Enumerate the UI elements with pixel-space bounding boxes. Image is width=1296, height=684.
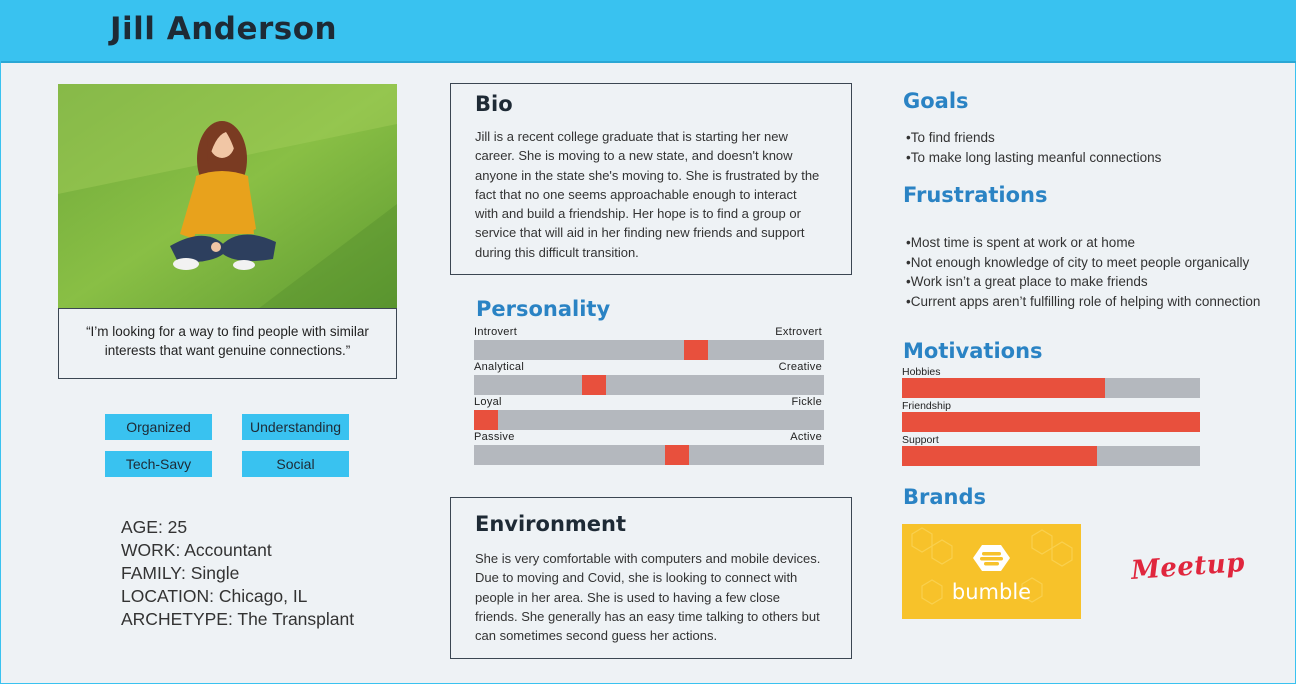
trait-marker: [664, 445, 689, 465]
goal-item: To make long lasting meanful connections: [906, 148, 1162, 168]
motivation-bar-support: [902, 446, 1200, 466]
honeycomb-pattern: [911, 527, 1073, 605]
quote-line-2: interests that want genuine connections.…: [104, 343, 351, 358]
trait-slider-analytical-creative: [474, 375, 824, 395]
trait-tag-social: Social: [242, 451, 349, 477]
frustration-item: Current apps aren’t fulfilling role of h…: [906, 292, 1261, 312]
trait-slider-passive-active: [474, 445, 824, 465]
bio-line: Jill is a recent college graduate that i…: [475, 129, 788, 144]
environment-box: Environment She is very comfortable with…: [450, 497, 852, 659]
environment-line: friends. She generally has an easy time …: [475, 608, 820, 624]
frustrations-title: Frustrations: [903, 183, 1048, 207]
persona-facts: AGE: 25 WORK: Accountant FAMILY: Single …: [121, 516, 354, 631]
bio-line: service that will aid in her finding new…: [475, 225, 805, 241]
motivation-bar-friendship: [902, 412, 1200, 432]
motivation-label: Support: [902, 434, 939, 446]
fact-work: WORK: Accountant: [121, 540, 272, 560]
brands-title: Brands: [903, 485, 987, 509]
trait-right-label: Fickle: [791, 396, 822, 408]
motivation-label: Friendship: [902, 400, 952, 412]
motivation-label: Hobbies: [902, 366, 941, 378]
environment-text: She is very comfortable with computers a…: [475, 549, 851, 645]
bumble-wordmark: bumble: [951, 580, 1032, 604]
bio-title: Bio: [475, 92, 513, 116]
motivation-fill: [902, 446, 1098, 466]
motivation-fill: [902, 378, 1105, 398]
trait-right-label: Creative: [778, 361, 822, 373]
bio-line: anyone in the state she's moving to. She…: [475, 167, 820, 183]
environment-line: can sometimes second guess her actions.: [475, 628, 718, 644]
trait-marker: [474, 410, 498, 430]
trait-marker: [581, 375, 606, 395]
trait-marker: [684, 340, 709, 360]
environment-line: Due to moving and Covid, she is looking …: [475, 570, 798, 586]
bio-line: fact that no one seems approachable enou…: [475, 186, 797, 202]
bio-line: career. She is moving to a new state, an…: [475, 148, 793, 164]
trait-tag-understanding: Understanding: [242, 414, 349, 440]
motivations-title: Motivations: [903, 339, 1043, 363]
motivation-fill: [902, 412, 1200, 432]
bio-line: during this difficult transition.: [475, 244, 639, 260]
personality-title: Personality: [476, 297, 611, 321]
frustration-item: Work isn’t a great place to make friends: [906, 272, 1260, 292]
trait-left-label: Introvert: [474, 326, 518, 338]
trait-left-label: Passive: [474, 431, 515, 443]
fact-age: AGE: 25: [121, 517, 188, 537]
bio-box: Bio Jill is a recent college graduate th…: [450, 83, 852, 275]
trait-right-label: Extrovert: [775, 326, 822, 338]
persona-name: Jill Anderson: [110, 11, 338, 47]
fact-archetype: ARCHETYPE: The Transplant: [121, 609, 355, 629]
quote-box: “I’m looking for a way to find people wi…: [58, 308, 397, 379]
quote-line-1: “I’m looking for a way to find people wi…: [86, 324, 369, 339]
goals-list: To find friends To make long lasting mea…: [906, 128, 1162, 168]
goals-title: Goals: [903, 89, 969, 113]
fact-family: FAMILY: Single: [121, 563, 240, 583]
trait-slider-loyal-fickle: [474, 410, 824, 430]
meetup-logo: Meetup: [1130, 548, 1246, 586]
trait-slider-introvert-extrovert: [474, 340, 824, 360]
bumble-logo: bumble: [902, 524, 1081, 619]
environment-line: people in her area. She is used to havin…: [475, 589, 780, 605]
bio-line: with and build a friendship. Her hope is…: [475, 206, 801, 222]
trait-tag-tech-savy: Tech-Savy: [105, 451, 212, 477]
fact-location: LOCATION: Chicago, IL: [121, 586, 308, 606]
frustration-item: Not enough knowledge of city to meet peo…: [906, 253, 1260, 273]
environment-line: She is very comfortable with computers a…: [475, 551, 821, 566]
header-bar: Jill Anderson: [1, 1, 1296, 63]
environment-title: Environment: [475, 512, 627, 536]
frustration-item: Most time is spent at work or at home: [906, 233, 1260, 253]
trait-tag-organized: Organized: [105, 414, 212, 440]
trait-left-label: Loyal: [474, 396, 502, 408]
trait-left-label: Analytical: [474, 361, 525, 373]
motivation-bar-hobbies: [902, 378, 1200, 398]
persona-photo: [58, 84, 397, 309]
frustrations-list: Most time is spent at work or at home No…: [906, 233, 1261, 312]
trait-right-label: Active: [790, 431, 822, 443]
bio-text: Jill is a recent college graduate that i…: [475, 127, 851, 262]
goal-item: To find friends: [906, 128, 1161, 148]
